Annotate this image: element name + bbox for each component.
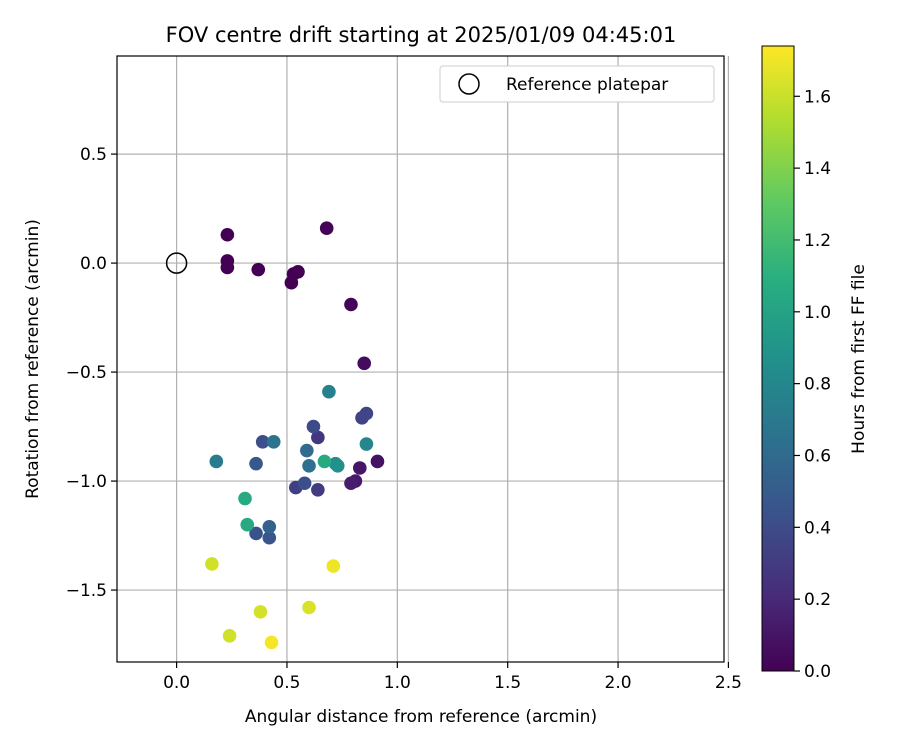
- x-axis-ticks: 0.0 0.5 1.0 1.5 2.0 2.5: [163, 662, 742, 693]
- x-tick-label: 0.5: [273, 673, 300, 693]
- drift-point: [291, 265, 305, 279]
- drift-point: [300, 443, 314, 458]
- drift-point: [249, 526, 263, 541]
- drift-point: [317, 454, 332, 469]
- y-tick-label: −1.0: [66, 472, 107, 492]
- drift-point: [311, 430, 325, 445]
- legend-reference-label: Reference platepar: [506, 75, 668, 95]
- reference-platepar-marker: [165, 252, 188, 274]
- drift-point: [266, 435, 281, 449]
- legend-box: [439, 65, 715, 103]
- y-tick-label: −0.5: [66, 363, 107, 383]
- drift-point: [251, 262, 266, 277]
- drift-point: [359, 437, 374, 451]
- colorbar-tick-label: 0.6: [804, 446, 831, 466]
- x-tick-label: 1.5: [494, 673, 521, 693]
- plot-area: [117, 56, 724, 662]
- colorbar-tick-label: 1.0: [804, 303, 831, 323]
- y-tick-label: 0.0: [80, 254, 107, 274]
- plot-frame: [116, 55, 725, 663]
- drift-point: [330, 459, 345, 473]
- drift-point: [255, 435, 270, 449]
- colorbar-tick-label: 1.2: [804, 231, 831, 251]
- drift-point: [306, 419, 321, 434]
- colorbar-gradient: [761, 45, 795, 672]
- drift-point: [222, 629, 237, 643]
- drift-point: [370, 454, 385, 469]
- drift-point: [344, 476, 358, 491]
- colorbar-ticks: 0.0 0.2 0.4 0.6 0.8 1.0 1.2 1.4 1.6: [794, 87, 831, 682]
- drift-point: [205, 557, 219, 571]
- drift-point: [311, 482, 325, 497]
- drift-point: [359, 406, 374, 421]
- colorbar-tick-label: 1.4: [804, 159, 831, 179]
- y-axis-label: Rotation from reference (arcmin): [23, 219, 43, 499]
- colorbar-label: Hours from first FF file: [849, 264, 869, 454]
- drift-point: [353, 461, 367, 475]
- drift-point: [220, 260, 235, 275]
- y-axis-ticks: 0.5 0.0 −0.5 −1.0 −1.5: [66, 145, 117, 601]
- drift-point: [249, 456, 263, 471]
- colorbar-tick-label: 0.2: [804, 590, 831, 610]
- drift-point: [220, 227, 235, 242]
- drift-point: [297, 476, 312, 491]
- grid-lines: [117, 56, 730, 662]
- x-axis-label: Angular distance from reference (arcmin): [245, 707, 597, 727]
- chart-title: FOV centre drift starting at 2025/01/09 …: [166, 23, 677, 47]
- drift-point: [357, 356, 372, 371]
- drift-point: [344, 297, 358, 312]
- x-tick-label: 2.0: [605, 673, 632, 693]
- drift-point: [319, 221, 334, 236]
- drift-point: [264, 635, 279, 650]
- colorbar-tick-label: 0.0: [804, 662, 831, 682]
- drift-point: [253, 605, 268, 619]
- data-points: [165, 221, 385, 650]
- drift-point: [326, 559, 341, 573]
- colorbar: 0.0 0.2 0.4 0.6 0.8 1.0 1.2 1.4 1.6 Hours from f…: [761, 45, 869, 682]
- colorbar-tick-label: 0.8: [804, 375, 831, 395]
- legend-reference-marker: [458, 73, 480, 95]
- y-tick-label: 0.5: [80, 145, 107, 165]
- x-tick-label: 1.0: [384, 673, 411, 693]
- colorbar-tick-label: 0.4: [804, 518, 831, 538]
- drift-point: [302, 600, 316, 615]
- x-tick-label: 2.5: [715, 673, 742, 693]
- drift-point: [302, 459, 316, 473]
- drift-point: [262, 530, 277, 545]
- drift-point: [262, 520, 277, 534]
- x-tick-label: 0.0: [163, 673, 190, 693]
- drift-point: [240, 517, 255, 532]
- drift-point: [238, 491, 252, 506]
- drift-point: [209, 454, 224, 469]
- drift-point: [322, 384, 336, 399]
- colorbar-tick-label: 1.6: [804, 87, 831, 107]
- y-tick-label: −1.5: [66, 581, 107, 601]
- legend: Reference platepar: [439, 65, 715, 103]
